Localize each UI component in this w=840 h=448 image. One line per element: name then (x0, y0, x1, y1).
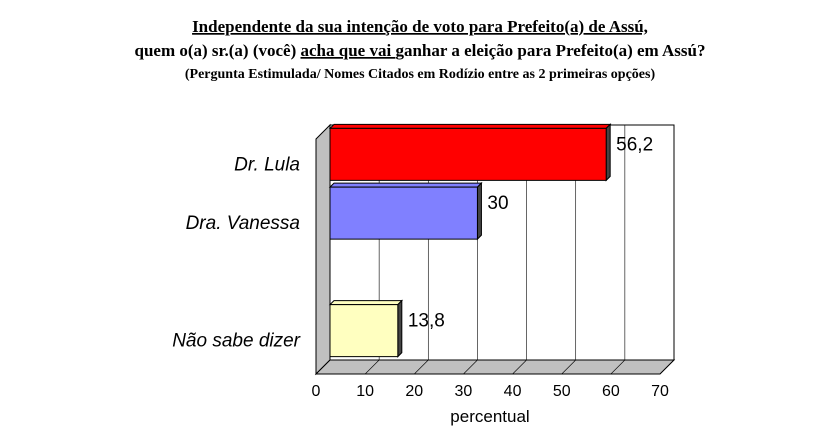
grid-line (610, 359, 626, 375)
bar (328, 123, 612, 182)
value-label: 56,2 (616, 134, 653, 155)
bar-face (328, 123, 612, 129)
bar-face (329, 304, 399, 358)
title-part: ganhar a eleição para Prefeito(a) em Ass… (395, 41, 705, 60)
value-label: 13,8 (408, 311, 445, 332)
y-tick-label: Dr. Lula (234, 154, 300, 175)
x-tick-label: 0 (312, 383, 321, 400)
side-wall (315, 123, 331, 376)
chart-title: quem o(a) sr.(a) (você) acha que vai gan… (134, 41, 705, 60)
chart-subtitle: (Pergunta Estimulada/ Nomes Citados em R… (185, 67, 656, 82)
x-tick-label: 50 (553, 383, 571, 400)
x-tick-label: 20 (405, 383, 423, 400)
x-tick-label: 10 (356, 383, 374, 400)
x-axis-title: percentual (450, 407, 529, 426)
title-part: acha que vai (301, 41, 396, 60)
x-tick-label: 40 (504, 383, 522, 400)
value-label: 30 (487, 193, 508, 214)
bar-face (605, 123, 611, 182)
grid-line (561, 359, 576, 375)
grid-line (463, 359, 478, 375)
grid-line (512, 359, 527, 375)
chart-title: Independente da sua intenção de voto par… (192, 17, 648, 36)
grid-line (414, 359, 429, 375)
bar-face (476, 181, 482, 241)
grid-line (659, 359, 675, 375)
y-tick-label: Dra. Vanessa (186, 213, 300, 234)
bar (328, 299, 404, 358)
floor (314, 359, 676, 375)
y-tick-label: Não sabe dizer (172, 331, 300, 352)
bar (328, 181, 483, 241)
bar-face (329, 186, 478, 240)
bar-face (397, 299, 403, 358)
grid-line (364, 359, 380, 375)
x-tick-label: 60 (602, 383, 620, 400)
x-tick-label: 70 (651, 383, 669, 400)
title-part: quem o(a) sr.(a) (você) (134, 41, 300, 60)
bar-face (328, 182, 483, 188)
grid-line (315, 359, 331, 375)
x-tick-label: 30 (455, 383, 473, 400)
bar-face (329, 127, 607, 181)
bar-face (328, 300, 404, 306)
